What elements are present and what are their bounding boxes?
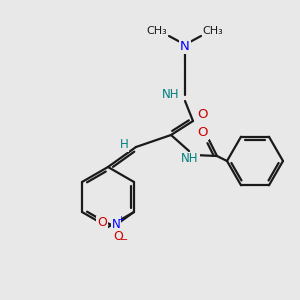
- Text: O: O: [198, 125, 208, 139]
- Text: H: H: [120, 139, 128, 152]
- Text: NH: NH: [181, 152, 199, 166]
- Text: O: O: [113, 230, 123, 242]
- Text: +: +: [118, 215, 124, 224]
- Text: N: N: [112, 218, 120, 232]
- Text: CH₃: CH₃: [202, 26, 224, 36]
- Text: CH₃: CH₃: [147, 26, 167, 36]
- Text: NH: NH: [162, 88, 180, 101]
- Text: N: N: [180, 40, 190, 52]
- Text: O: O: [197, 109, 207, 122]
- Text: O: O: [97, 217, 107, 230]
- Text: −: −: [120, 235, 128, 245]
